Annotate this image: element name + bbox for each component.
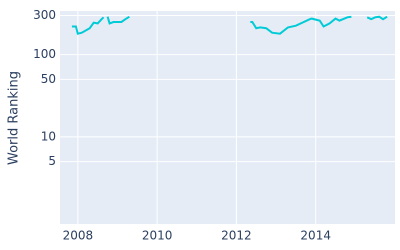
y-axis-title: World Ranking (7, 71, 22, 165)
line-series (106, 15, 130, 25)
y-tick-label: 10 (41, 129, 56, 143)
line-series (71, 16, 105, 35)
x-tick-label: 2014 (300, 229, 331, 243)
y-tick-label: 50 (41, 72, 56, 86)
line-series (250, 15, 352, 35)
plot-area (60, 11, 395, 224)
x-tick-label: 2012 (221, 229, 252, 243)
x-tick-label: 2008 (63, 229, 94, 243)
y-tick-label: 300 (33, 8, 56, 22)
y-tick-label: 5 (48, 154, 56, 168)
line-series (366, 15, 388, 21)
y-tick-label: 100 (33, 47, 56, 61)
x-tick-label: 2010 (142, 229, 173, 243)
